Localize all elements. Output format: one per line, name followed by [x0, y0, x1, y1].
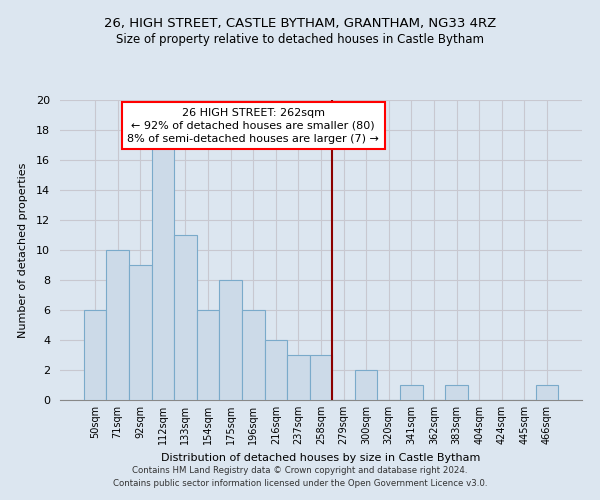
- Bar: [129, 265, 152, 400]
- Bar: [106, 250, 129, 400]
- Bar: [220, 280, 242, 400]
- Bar: [265, 340, 287, 400]
- X-axis label: Distribution of detached houses by size in Castle Bytham: Distribution of detached houses by size …: [161, 452, 481, 462]
- Bar: [310, 355, 332, 400]
- Text: 26, HIGH STREET, CASTLE BYTHAM, GRANTHAM, NG33 4RZ: 26, HIGH STREET, CASTLE BYTHAM, GRANTHAM…: [104, 18, 496, 30]
- Bar: [445, 385, 468, 400]
- Text: Size of property relative to detached houses in Castle Bytham: Size of property relative to detached ho…: [116, 32, 484, 46]
- Bar: [355, 370, 377, 400]
- Text: 26 HIGH STREET: 262sqm
← 92% of detached houses are smaller (80)
8% of semi-deta: 26 HIGH STREET: 262sqm ← 92% of detached…: [127, 108, 379, 144]
- Bar: [242, 310, 265, 400]
- Bar: [287, 355, 310, 400]
- Text: Contains HM Land Registry data © Crown copyright and database right 2024.
Contai: Contains HM Land Registry data © Crown c…: [113, 466, 487, 487]
- Bar: [152, 145, 174, 400]
- Bar: [174, 235, 197, 400]
- Bar: [197, 310, 220, 400]
- Bar: [400, 385, 422, 400]
- Y-axis label: Number of detached properties: Number of detached properties: [18, 162, 28, 338]
- Bar: [84, 310, 106, 400]
- Bar: [536, 385, 558, 400]
